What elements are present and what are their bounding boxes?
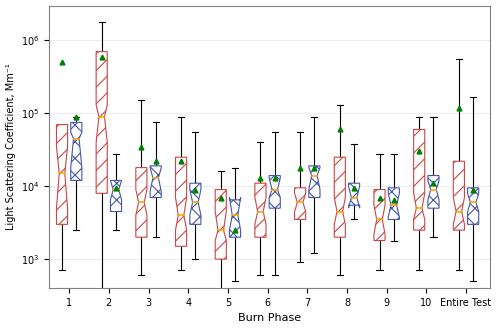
Polygon shape [309,166,320,197]
Polygon shape [428,176,439,208]
Polygon shape [190,183,201,224]
Polygon shape [454,161,464,230]
Polygon shape [468,188,478,224]
Polygon shape [150,166,161,197]
Polygon shape [110,180,122,212]
Y-axis label: Light Scattering Coefficient, Mm⁻¹: Light Scattering Coefficient, Mm⁻¹ [6,63,16,230]
Polygon shape [230,197,240,237]
Polygon shape [215,190,226,259]
Polygon shape [136,167,147,237]
Polygon shape [56,125,68,224]
Polygon shape [374,190,385,240]
X-axis label: Burn Phase: Burn Phase [238,314,301,323]
Polygon shape [269,176,280,208]
Polygon shape [96,52,108,193]
Polygon shape [334,157,345,237]
Polygon shape [70,122,82,180]
Polygon shape [388,188,400,219]
Polygon shape [294,188,306,219]
Polygon shape [348,183,360,208]
Polygon shape [414,130,424,230]
Polygon shape [255,183,266,237]
Polygon shape [176,157,186,246]
